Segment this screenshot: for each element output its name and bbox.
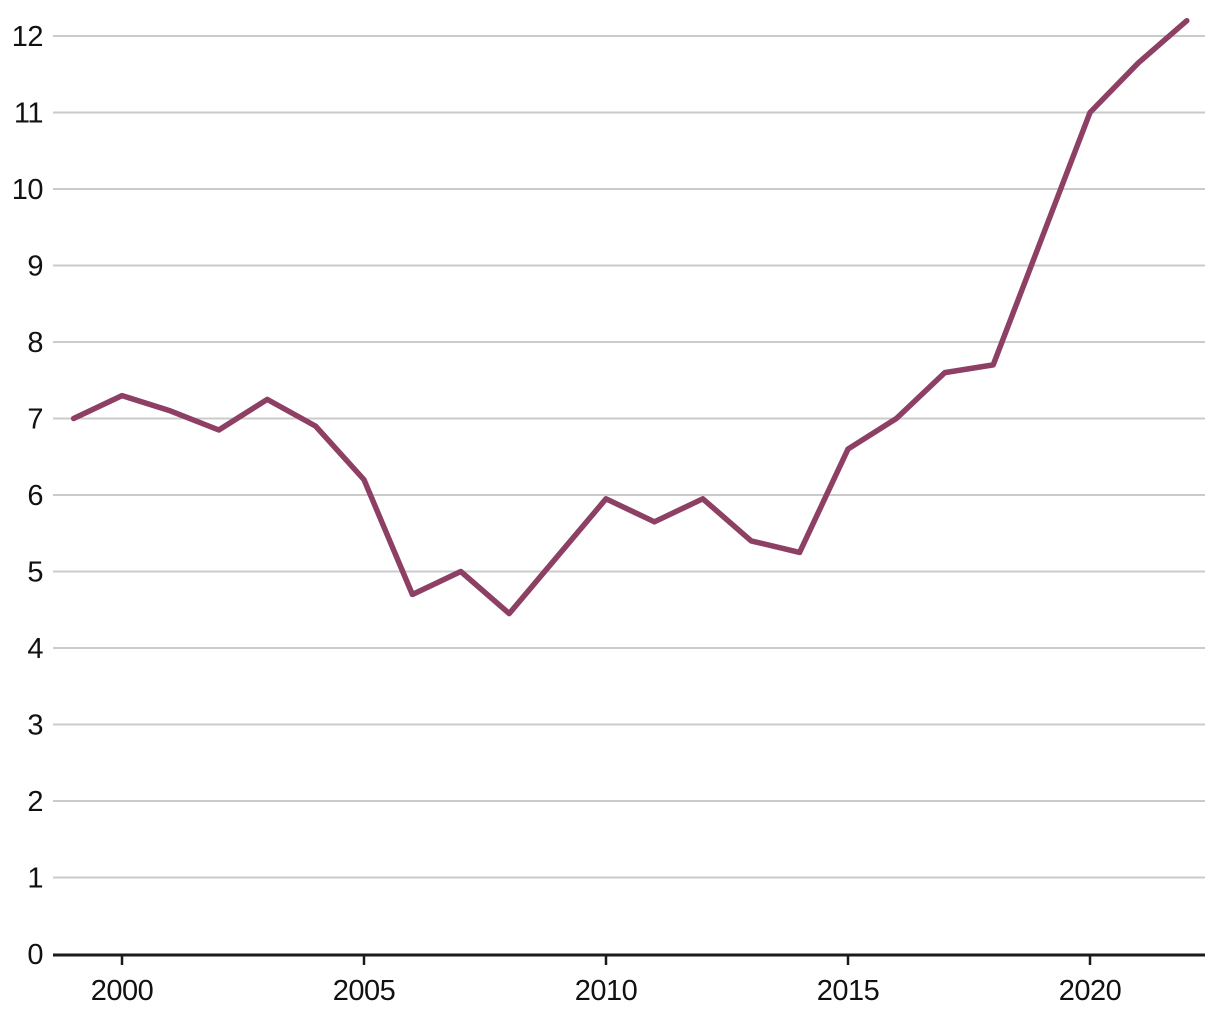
data-line (70, 17, 1190, 617)
y-tick-label: 11 (14, 98, 43, 130)
y-tick-label: 3 (27, 710, 43, 742)
y-tick-label: 12 (12, 21, 43, 53)
y-tick-label: 7 (27, 404, 43, 436)
x-tick-label: 2015 (817, 975, 880, 1007)
y-tick-label: 0 (27, 939, 43, 971)
x-tick-label: 2010 (575, 975, 638, 1007)
y-tick-label: 10 (12, 174, 43, 206)
x-tick-label: 2005 (333, 975, 396, 1007)
x-tick-label: 2020 (1059, 975, 1122, 1007)
y-tick-label: 8 (27, 327, 43, 359)
y-tick-label: 4 (27, 633, 43, 665)
y-tick-label: 5 (27, 557, 43, 589)
y-tick-label: 1 (27, 863, 43, 895)
y-tick-label: 6 (27, 480, 43, 512)
y-tick-label: 2 (27, 786, 43, 818)
y-tick-label: 9 (27, 251, 43, 283)
x-tick-label: 2000 (91, 975, 154, 1007)
